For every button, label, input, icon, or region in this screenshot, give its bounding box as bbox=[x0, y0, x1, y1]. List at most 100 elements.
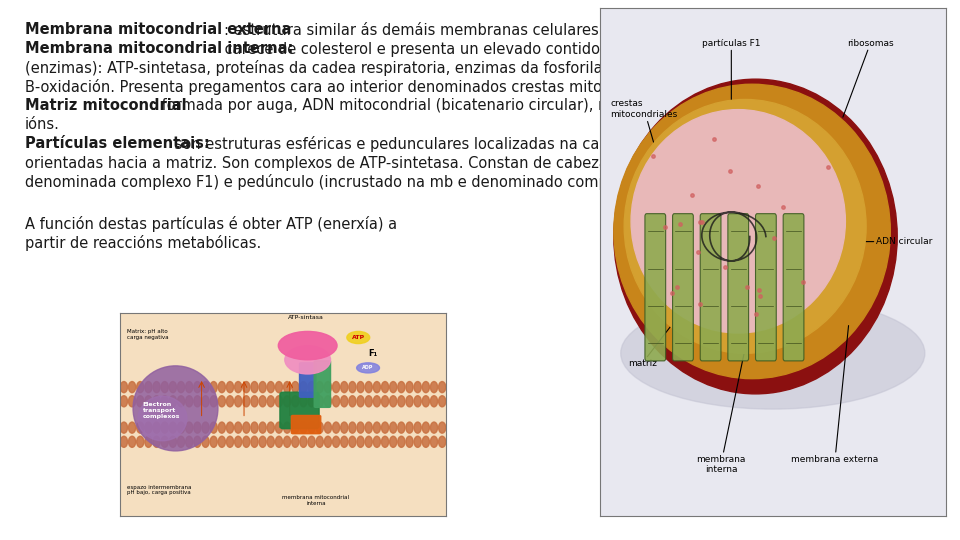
Ellipse shape bbox=[210, 396, 217, 407]
Ellipse shape bbox=[145, 436, 152, 447]
FancyBboxPatch shape bbox=[300, 363, 316, 397]
Ellipse shape bbox=[276, 382, 282, 393]
Ellipse shape bbox=[283, 396, 291, 407]
Ellipse shape bbox=[234, 382, 242, 393]
Ellipse shape bbox=[406, 422, 413, 433]
Ellipse shape bbox=[169, 396, 177, 407]
Ellipse shape bbox=[161, 382, 168, 393]
Text: orientadas hacia a matriz. Son complexos de ATP-sintetasa. Constan de cabeza (pa: orientadas hacia a matriz. Son complexos… bbox=[25, 155, 720, 171]
Ellipse shape bbox=[227, 382, 233, 393]
Ellipse shape bbox=[120, 382, 128, 393]
Text: ións.: ións. bbox=[25, 117, 60, 132]
Ellipse shape bbox=[259, 396, 266, 407]
Text: matriz: matriz bbox=[628, 294, 695, 368]
FancyBboxPatch shape bbox=[292, 415, 321, 434]
Ellipse shape bbox=[267, 436, 275, 447]
Text: Matrix: pH alto
carga negativa: Matrix: pH alto carga negativa bbox=[127, 329, 168, 340]
Ellipse shape bbox=[332, 422, 340, 433]
Ellipse shape bbox=[202, 382, 209, 393]
Ellipse shape bbox=[341, 396, 348, 407]
Ellipse shape bbox=[631, 110, 846, 333]
Ellipse shape bbox=[234, 436, 242, 447]
Ellipse shape bbox=[381, 436, 389, 447]
Ellipse shape bbox=[397, 382, 405, 393]
Ellipse shape bbox=[145, 382, 152, 393]
Ellipse shape bbox=[283, 382, 291, 393]
Text: Matriz mitocondrial: Matriz mitocondrial bbox=[25, 98, 186, 113]
Ellipse shape bbox=[390, 396, 396, 407]
FancyBboxPatch shape bbox=[645, 214, 665, 361]
Ellipse shape bbox=[397, 422, 405, 433]
Ellipse shape bbox=[218, 436, 226, 447]
Ellipse shape bbox=[243, 382, 250, 393]
Ellipse shape bbox=[308, 396, 315, 407]
Ellipse shape bbox=[259, 436, 266, 447]
Text: Membrana mitocondrial externa: Membrana mitocondrial externa bbox=[25, 22, 292, 37]
Ellipse shape bbox=[194, 422, 201, 433]
Ellipse shape bbox=[308, 422, 315, 433]
Ellipse shape bbox=[308, 382, 315, 393]
Ellipse shape bbox=[129, 396, 135, 407]
Text: A función destas partículas é obter ATP (enerxía) a: A función destas partículas é obter ATP … bbox=[25, 216, 397, 232]
Ellipse shape bbox=[178, 382, 184, 393]
Ellipse shape bbox=[136, 422, 144, 433]
Text: crestas
mitocondriales: crestas mitocondriales bbox=[611, 99, 678, 193]
Text: Partículas elementais:: Partículas elementais: bbox=[25, 136, 209, 151]
Ellipse shape bbox=[185, 436, 193, 447]
Text: carece de colesterol e presenta un elevado contido en proteínas: carece de colesterol e presenta un eleva… bbox=[220, 41, 697, 57]
Text: partículas F1: partículas F1 bbox=[702, 38, 760, 122]
FancyBboxPatch shape bbox=[314, 361, 330, 407]
Ellipse shape bbox=[292, 396, 299, 407]
Text: espazo intermembrana
pH bajo, carga positiva: espazo intermembrana pH bajo, carga posi… bbox=[127, 485, 191, 496]
Ellipse shape bbox=[348, 422, 356, 433]
Ellipse shape bbox=[422, 382, 429, 393]
Ellipse shape bbox=[414, 422, 421, 433]
Text: F₁: F₁ bbox=[368, 349, 377, 358]
Ellipse shape bbox=[276, 422, 282, 433]
Ellipse shape bbox=[381, 396, 389, 407]
Ellipse shape bbox=[300, 422, 307, 433]
Ellipse shape bbox=[422, 436, 429, 447]
Text: ribosomas: ribosomas bbox=[843, 38, 894, 117]
Ellipse shape bbox=[276, 396, 282, 407]
Ellipse shape bbox=[185, 382, 193, 393]
Text: denominada complexo F1) e pedúnculo (incrustado na mb e denominado complexo F0).: denominada complexo F1) e pedúnculo (inc… bbox=[25, 174, 670, 190]
Ellipse shape bbox=[133, 366, 218, 451]
Ellipse shape bbox=[145, 396, 152, 407]
Ellipse shape bbox=[202, 436, 209, 447]
Ellipse shape bbox=[332, 436, 340, 447]
Ellipse shape bbox=[332, 396, 340, 407]
Ellipse shape bbox=[218, 422, 226, 433]
Ellipse shape bbox=[414, 396, 421, 407]
Ellipse shape bbox=[292, 382, 299, 393]
Ellipse shape bbox=[316, 436, 324, 447]
Ellipse shape bbox=[243, 436, 250, 447]
Ellipse shape bbox=[406, 436, 413, 447]
Text: partir de reaccións metabólicas.: partir de reaccións metabólicas. bbox=[25, 235, 261, 251]
Ellipse shape bbox=[259, 382, 266, 393]
Ellipse shape bbox=[348, 396, 356, 407]
Ellipse shape bbox=[136, 436, 144, 447]
Ellipse shape bbox=[218, 396, 226, 407]
Text: membrana mitocondrial
interna: membrana mitocondrial interna bbox=[282, 495, 349, 505]
Ellipse shape bbox=[292, 436, 299, 447]
Ellipse shape bbox=[185, 422, 193, 433]
Text: son estruturas esféricas e pedunculares localizadas na cara externa das crestas,: son estruturas esféricas e pedunculares … bbox=[170, 136, 769, 152]
Ellipse shape bbox=[439, 396, 445, 407]
Ellipse shape bbox=[381, 382, 389, 393]
Ellipse shape bbox=[267, 382, 275, 393]
Ellipse shape bbox=[348, 382, 356, 393]
Ellipse shape bbox=[161, 422, 168, 433]
Ellipse shape bbox=[341, 422, 348, 433]
Text: ADP: ADP bbox=[362, 366, 373, 370]
Ellipse shape bbox=[243, 422, 250, 433]
Ellipse shape bbox=[251, 382, 258, 393]
Ellipse shape bbox=[194, 382, 201, 393]
Ellipse shape bbox=[439, 422, 445, 433]
Ellipse shape bbox=[300, 396, 307, 407]
Ellipse shape bbox=[227, 422, 233, 433]
Ellipse shape bbox=[283, 422, 291, 433]
Ellipse shape bbox=[185, 396, 193, 407]
Ellipse shape bbox=[210, 436, 217, 447]
Ellipse shape bbox=[341, 382, 348, 393]
